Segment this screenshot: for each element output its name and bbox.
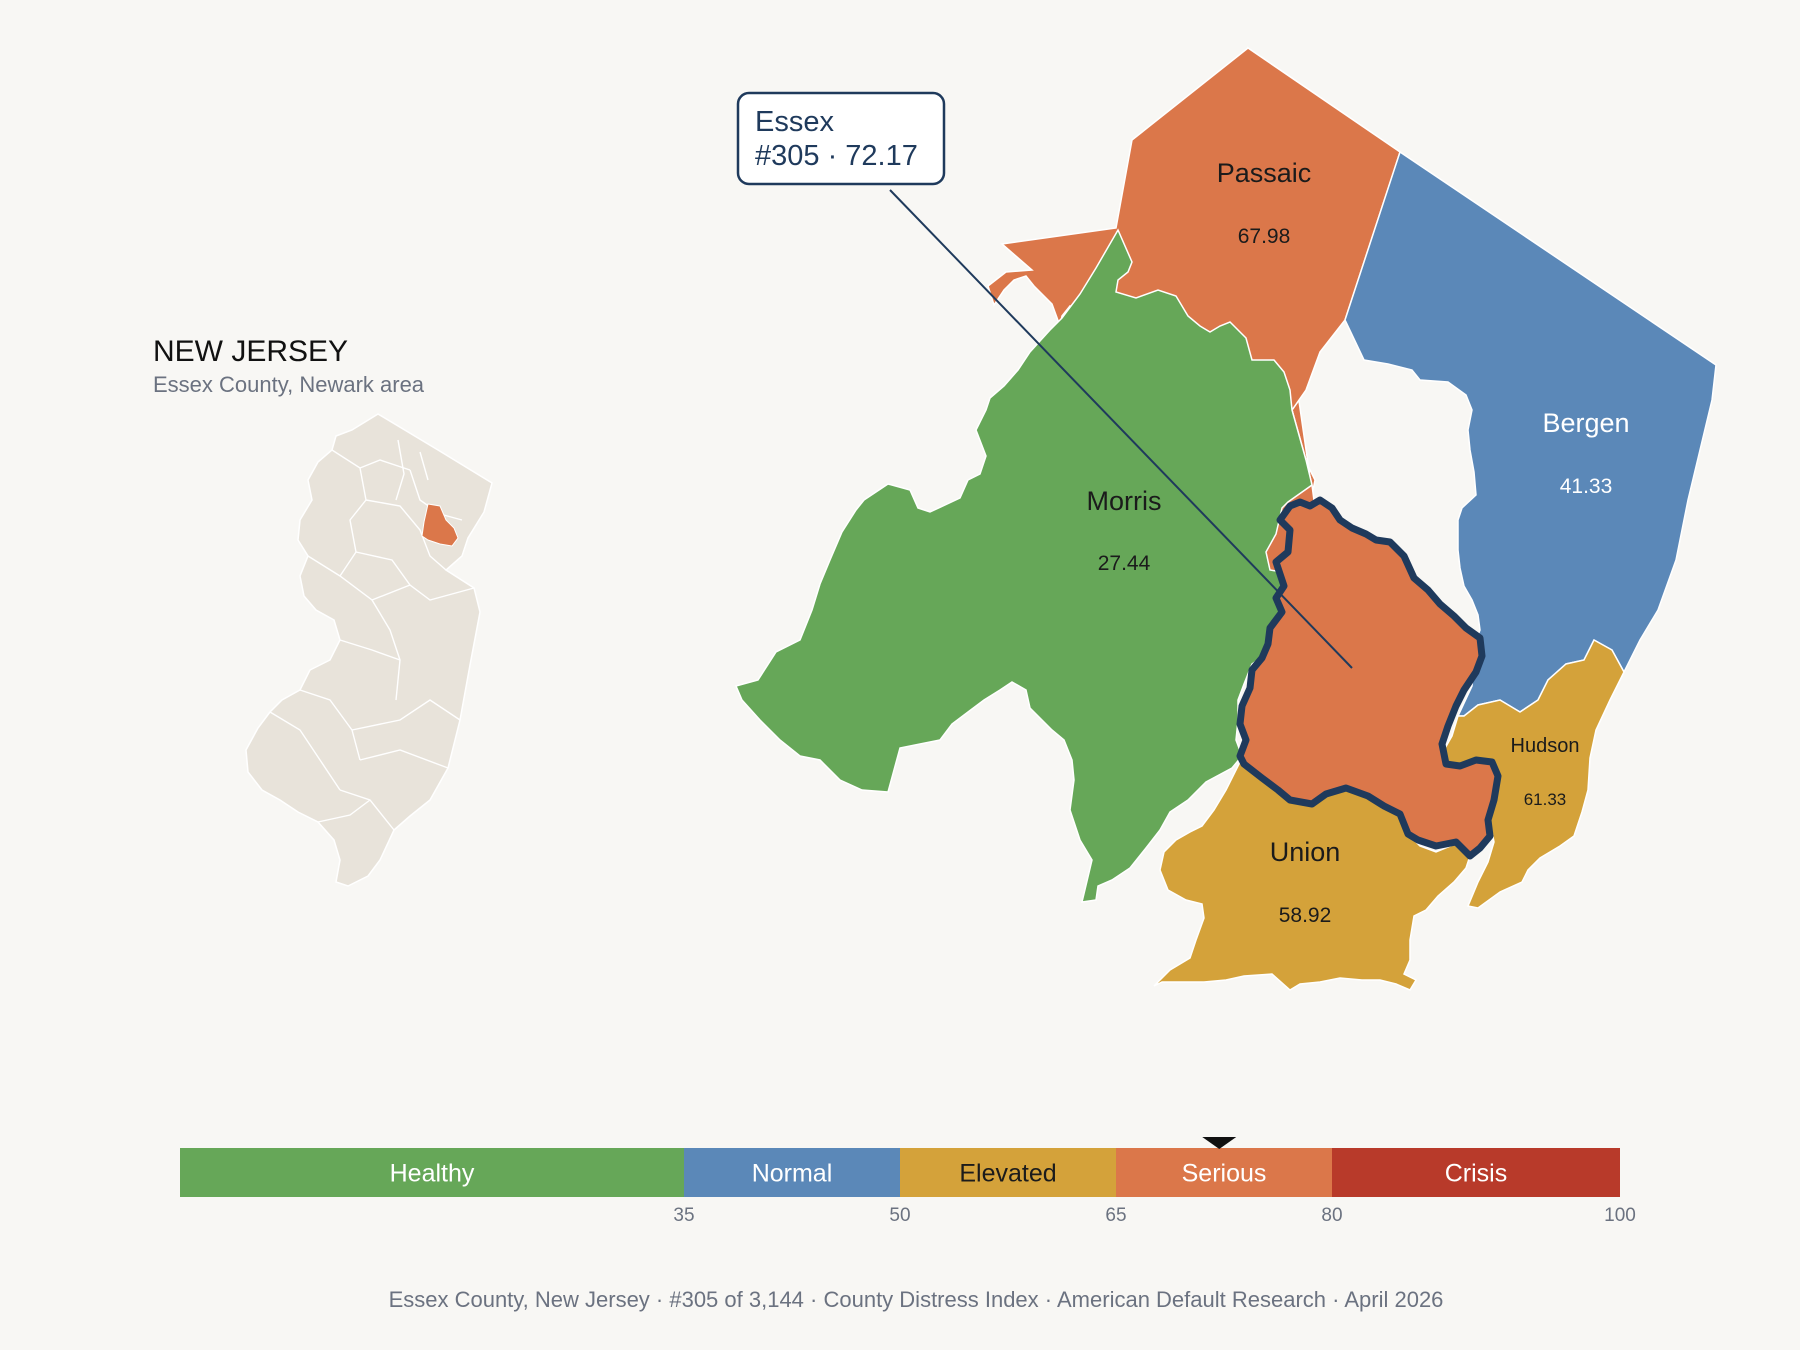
county-morris[interactable]: [734, 228, 1313, 903]
scale-tick-label: 35: [673, 1205, 694, 1226]
scale-tick-label: 100: [1604, 1205, 1636, 1226]
callout-rank-score: #305 · 72.17: [755, 140, 918, 172]
footer-caption: Essex County, New Jersey · #305 of 3,144…: [389, 1287, 1444, 1312]
distress-scale: Healthy Normal Elevated Serious Crisis 35 50 65…: [180, 1137, 1636, 1226]
callout-leader-line: [889, 189, 1353, 669]
scale-band-normal: [684, 1148, 900, 1197]
scale-band-elevated: [900, 1148, 1116, 1197]
scale-tick-label: 50: [889, 1205, 910, 1226]
scale-band-label: Serious: [1182, 1160, 1267, 1188]
scale-band-crisis: [1332, 1148, 1620, 1197]
label-morris-name: Morris: [1087, 486, 1162, 516]
label-bergen-name: Bergen: [1542, 408, 1629, 438]
inset-locator: NEW JERSEY Essex County, Newark area: [153, 335, 493, 887]
label-union-value: 58.92: [1279, 904, 1332, 927]
county-map: Passaic 67.98 Bergen 41.33 Morris 27.44 …: [734, 46, 1717, 991]
inset-county-lines: [269, 439, 475, 831]
callout-county-name: Essex: [755, 106, 834, 138]
inset-subtitle: Essex County, Newark area: [153, 372, 425, 397]
label-passaic-name: Passaic: [1217, 158, 1312, 188]
scale-band-healthy: [180, 1148, 684, 1197]
inset-new-jersey-shape: [245, 413, 493, 887]
scale-tick-label: 65: [1105, 1205, 1126, 1226]
inset-state-title: NEW JERSEY: [153, 335, 348, 368]
scale-band-label: Normal: [752, 1160, 833, 1188]
label-hudson-value: 61.33: [1524, 790, 1567, 809]
label-morris-value: 27.44: [1098, 552, 1151, 575]
inset-essex-highlight: [421, 503, 459, 547]
scale-band-label: Crisis: [1445, 1160, 1508, 1188]
scale-band-serious: [1116, 1148, 1332, 1197]
label-hudson-name: Hudson: [1511, 735, 1580, 757]
scale-band-label: Healthy: [390, 1160, 475, 1188]
scale-band-label: Elevated: [959, 1160, 1056, 1188]
label-passaic-value: 67.98: [1238, 225, 1291, 248]
label-union-name: Union: [1270, 837, 1341, 867]
scale-marker-triangle: [1202, 1137, 1237, 1149]
essex-callout: Essex #305 · 72.17: [736, 91, 1353, 669]
county-essex[interactable]: [1236, 496, 1502, 860]
label-bergen-value: 41.33: [1560, 475, 1613, 498]
callout-box: [736, 91, 946, 186]
scale-tick-label: 80: [1321, 1205, 1342, 1226]
